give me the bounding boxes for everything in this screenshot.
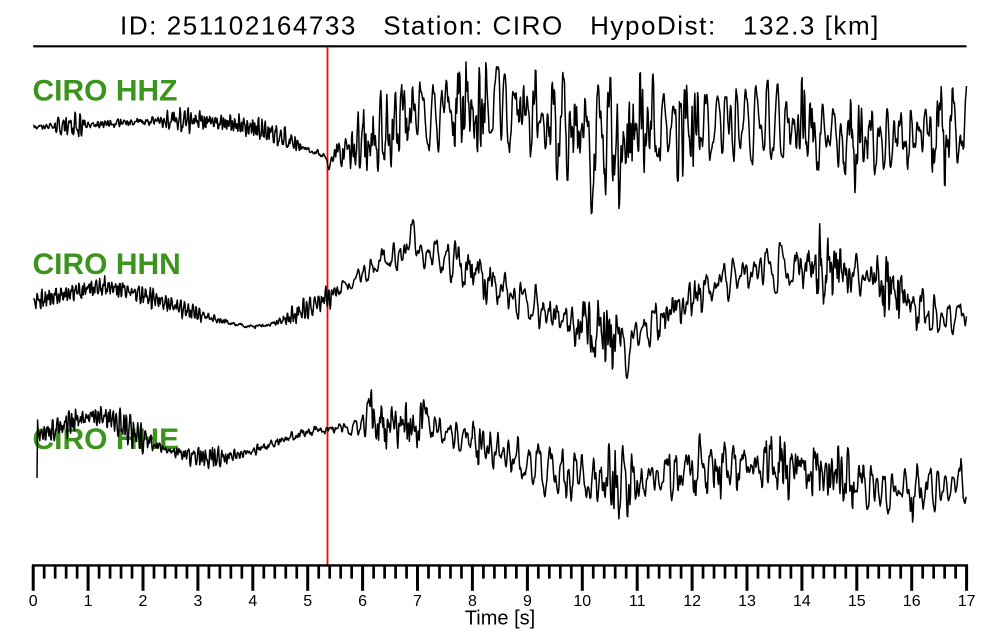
svg-text:2: 2 [139, 593, 148, 610]
svg-text:16: 16 [903, 593, 921, 610]
svg-text:CIRO HHZ: CIRO HHZ [33, 75, 178, 108]
svg-text:ID: 251102164733 Station: CI: ID: 251102164733 Station: CIRO HypoDist:… [120, 11, 880, 41]
svg-text:15: 15 [848, 593, 866, 610]
svg-text:10: 10 [573, 593, 591, 610]
svg-text:7: 7 [413, 593, 422, 610]
svg-text:11: 11 [629, 593, 646, 610]
svg-text:8: 8 [468, 593, 477, 610]
svg-text:CIRO HHN: CIRO HHN [33, 248, 181, 281]
svg-text:Time [s]: Time [s] [465, 608, 535, 630]
svg-text:1: 1 [84, 593, 93, 610]
svg-text:0: 0 [29, 593, 38, 610]
svg-text:6: 6 [358, 593, 367, 610]
svg-text:3: 3 [193, 593, 202, 610]
svg-text:4: 4 [248, 593, 257, 610]
svg-text:12: 12 [683, 593, 701, 610]
svg-text:17: 17 [958, 593, 976, 610]
svg-text:5: 5 [303, 593, 312, 610]
svg-text:14: 14 [793, 593, 811, 610]
svg-text:13: 13 [738, 593, 756, 610]
svg-text:9: 9 [523, 593, 532, 610]
